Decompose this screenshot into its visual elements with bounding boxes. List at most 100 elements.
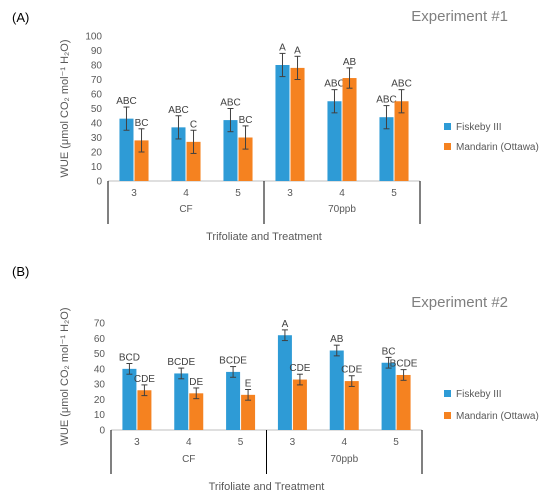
chart2-fiskeby-bar [122, 368, 137, 430]
chart2-x-tick-label: 4 [341, 437, 347, 448]
chart2-significance-label: CDE [134, 374, 155, 385]
chart2-significance-label: BCDE [167, 357, 195, 368]
chart2-y-tick-label: 0 [99, 426, 105, 437]
chart2-title: Experiment #2 [411, 294, 508, 311]
chart1-group-label: CF [179, 204, 192, 215]
chart1-legend-swatch [444, 123, 451, 130]
chart2-group-label: 70ppb [330, 454, 358, 465]
chart1-y-tick-label: 80 [91, 61, 103, 72]
chart2-y-tick-label: 20 [94, 395, 106, 406]
chart2-y-tick-label: 50 [94, 349, 106, 360]
chart1-y-tick-label: 0 [96, 177, 102, 188]
chart1-x-tick-label: 4 [339, 188, 345, 199]
chart1-mandarin-bar [342, 78, 357, 181]
chart1-mandarin-bar [186, 141, 201, 181]
chart1-significance-label: BC [239, 115, 253, 126]
chart2-legend-label: Fiskeby III [456, 389, 502, 400]
chart1-legend-label: Mandarin (Ottawa) [456, 142, 539, 153]
chart2-legend-swatch [444, 390, 451, 397]
chart2-significance-label: BC [382, 346, 396, 357]
chart1-x-tick-label: 4 [183, 188, 189, 199]
chart1-significance-label: ABC [391, 79, 412, 90]
chart2-mandarin-bar [189, 393, 204, 430]
chart2-x-tick-label: 5 [393, 437, 399, 448]
chart1-y-tick-label: 60 [91, 90, 103, 101]
chart1-fiskeby-bar [275, 65, 290, 181]
chart1-mandarin-bar [394, 101, 409, 181]
chart1-x-tick-label: 5 [235, 188, 241, 199]
chart1-significance-label: C [190, 119, 197, 130]
chart2-fiskeby-bar [174, 373, 189, 430]
chart1-significance-label: A [294, 45, 301, 56]
chart2-significance-label: CDE [289, 363, 310, 374]
chart2-x-tick-label: 5 [238, 437, 244, 448]
chart2-y-tick-label: 30 [94, 380, 106, 391]
chart1-significance-label: ABC [376, 95, 397, 106]
chart2-mandarin-bar [292, 379, 307, 430]
chart2-fiskeby-bar [277, 335, 292, 430]
chart1-x-axis-title: Trifoliate and Treatment [206, 231, 322, 243]
chart2-x-tick-label: 4 [186, 437, 192, 448]
chart1-y-tick-label: 40 [91, 119, 103, 130]
chart2-significance-label: BCDE [219, 356, 247, 367]
chart1-y-tick-label: 70 [91, 75, 103, 86]
chart2-significance-label: BCD [119, 353, 140, 364]
chart1-significance-label: A [279, 42, 286, 53]
chart2-significance-label: CDE [341, 365, 362, 376]
chart1-fiskeby-bar [119, 118, 134, 181]
chart2-fiskeby-bar [226, 371, 241, 430]
chart1-significance-label: BC [135, 118, 149, 129]
chart1-significance-label: AB [343, 57, 357, 68]
chart2-mandarin-bar [344, 381, 359, 430]
chart2-y-axis-title: WUE (μmol CO₂ mol⁻¹ H₂O) [59, 307, 71, 445]
chart1-significance-label: ABC [116, 96, 137, 107]
chart1-y-tick-label: 90 [91, 46, 103, 57]
chart2-x-axis-title: Trifoliate and Treatment [209, 481, 325, 493]
chart2-mandarin-bar [137, 390, 152, 430]
chart1-y-tick-label: 50 [91, 104, 103, 115]
chart1-fiskeby-bar [379, 117, 394, 181]
chart1-mandarin-bar [134, 140, 149, 181]
chart2-y-tick-label: 70 [94, 319, 106, 330]
chart1-significance-label: ABC [168, 105, 189, 116]
chart2-x-tick-label: 3 [134, 437, 140, 448]
chart2-y-tick-label: 10 [94, 410, 106, 421]
chart1-mandarin-bar [238, 137, 253, 181]
chart2-legend-label: Mandarin (Ottawa) [456, 411, 539, 422]
chart2-significance-label: E [245, 378, 252, 389]
chart1-x-tick-label: 3 [287, 188, 293, 199]
chart2-significance-label: AB [330, 334, 344, 345]
chart1-legend-label: Fiskeby III [456, 122, 502, 133]
chart2-panel-label: (B) [12, 264, 29, 279]
chart1-y-tick-label: 100 [85, 32, 102, 43]
chart1-group-label: 70ppb [328, 204, 356, 215]
chart1-fiskeby-bar [171, 127, 186, 181]
chart1-title: Experiment #1 [411, 8, 508, 25]
chart2-significance-label: A [282, 319, 289, 330]
chart1-x-tick-label: 5 [391, 188, 397, 199]
chart2-y-tick-label: 60 [94, 334, 106, 345]
chart2-x-tick-label: 3 [290, 437, 296, 448]
chart2-significance-label: DE [189, 377, 203, 388]
chart1-x-tick-label: 3 [131, 188, 137, 199]
chart1-significance-label: ABC [324, 79, 345, 90]
chart1-y-axis-title: WUE (μmol CO₂ mol⁻¹ H₂O) [59, 39, 71, 177]
chart2-significance-label: BCDE [390, 359, 418, 370]
chart2-legend-swatch [444, 412, 451, 419]
chart2-fiskeby-bar [381, 362, 396, 430]
chart1-y-tick-label: 30 [91, 133, 103, 144]
chart1-fiskeby-bar [327, 101, 342, 181]
chart2-fiskeby-bar [329, 350, 344, 430]
chart1-y-tick-label: 20 [91, 148, 103, 159]
chart1-panel-label: (A) [12, 10, 29, 25]
chart1-y-tick-label: 10 [91, 162, 103, 173]
chart2-group-label: CF [182, 454, 195, 465]
chart2-mandarin-bar [241, 394, 256, 430]
chart2-mandarin-bar [396, 374, 411, 430]
chart1-significance-label: ABC [220, 98, 241, 109]
chart1-legend-swatch [444, 143, 451, 150]
chart2-y-tick-label: 40 [94, 364, 106, 375]
chart1-mandarin-bar [290, 67, 305, 181]
chart1-fiskeby-bar [223, 120, 238, 181]
